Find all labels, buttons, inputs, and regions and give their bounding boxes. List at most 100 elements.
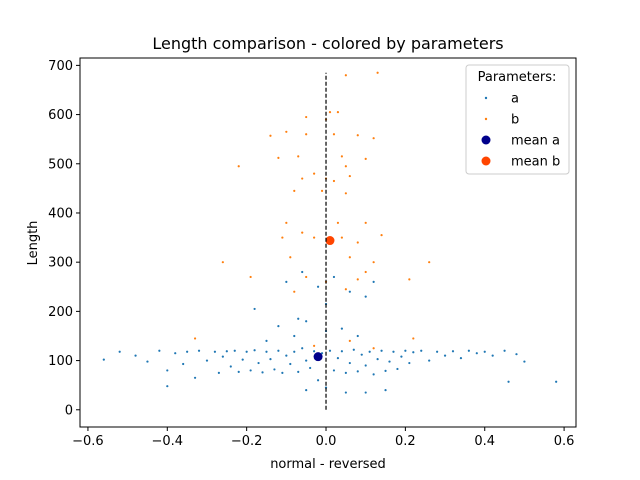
data-point-a-81 [364, 391, 367, 394]
data-point-a-4 [158, 349, 161, 352]
data-point-a-0 [102, 358, 105, 361]
data-point-b-48 [364, 270, 367, 274]
data-point-b-27 [285, 221, 288, 224]
data-point-b-36 [221, 261, 224, 264]
data-point-a-8 [186, 350, 189, 353]
data-point-b-32 [340, 236, 343, 239]
data-point-a-31 [289, 362, 292, 366]
data-point-b-3 [336, 111, 340, 114]
plot-frame [79, 57, 577, 428]
data-point-b-40 [428, 261, 431, 264]
data-point-a-70 [475, 352, 478, 355]
data-point-b-53 [372, 347, 375, 350]
data-point-a-88 [356, 334, 359, 338]
data-point-a-41 [328, 349, 332, 352]
data-point-a-51 [368, 350, 371, 353]
data-point-a-91 [285, 280, 288, 283]
data-point-a-5 [166, 369, 169, 372]
data-point-a-32 [293, 350, 296, 353]
data-point-a-73 [503, 349, 506, 352]
data-point-b-17 [344, 165, 347, 168]
data-point-a-12 [213, 350, 217, 353]
data-point-b-41 [249, 275, 252, 279]
legend: Parameters: ab mean a mean b [465, 64, 570, 175]
data-point-a-56 [388, 360, 391, 363]
data-point-b-13 [297, 155, 300, 158]
data-point-b-19 [313, 172, 316, 175]
legend-marker-b [484, 117, 488, 121]
data-point-b-1 [344, 74, 347, 77]
data-point-a-45 [344, 371, 347, 374]
data-point-a-68 [459, 357, 463, 360]
data-point-a-37 [313, 350, 316, 353]
data-point-a-24 [261, 371, 264, 374]
data-point-b-35 [380, 234, 383, 237]
data-point-a-22 [253, 349, 256, 352]
legend-frame [465, 64, 570, 175]
y-tick-label-0: 0 [65, 403, 73, 418]
legend-label-b: b [511, 113, 519, 128]
data-point-a-17 [233, 349, 236, 352]
data-point-a-46 [348, 361, 351, 365]
x-tick-label-1: −0.4 [152, 434, 184, 449]
data-point-a-35 [305, 359, 308, 362]
data-point-b-2 [328, 111, 332, 114]
data-point-a-50 [364, 364, 367, 367]
data-point-b-29 [301, 231, 304, 234]
data-point-a-21 [249, 369, 252, 372]
mean-marker-mean-a-0 [313, 352, 323, 362]
y-tick-label-3: 300 [48, 256, 73, 271]
x-tick-label-3: 0.0 [316, 434, 337, 449]
data-point-a-28 [277, 349, 280, 352]
data-point-a-19 [241, 358, 244, 361]
data-point-a-93 [316, 285, 320, 288]
data-point-a-90 [265, 339, 268, 342]
data-point-b-11 [269, 134, 272, 137]
data-point-a-52 [372, 373, 375, 376]
data-point-a-77 [555, 380, 558, 383]
data-point-a-23 [257, 361, 260, 365]
data-point-b-30 [313, 236, 316, 239]
data-point-b-47 [344, 288, 347, 291]
data-point-a-14 [221, 355, 224, 358]
data-point-a-97 [372, 280, 375, 283]
data-point-a-13 [217, 371, 220, 374]
data-point-a-59 [400, 355, 403, 358]
data-point-a-26 [269, 358, 272, 361]
data-point-a-10 [197, 349, 201, 352]
data-point-a-78 [166, 385, 169, 388]
data-point-a-34 [301, 347, 304, 350]
data-point-a-48 [356, 370, 359, 373]
data-point-a-33 [297, 370, 300, 373]
data-point-a-83 [277, 325, 280, 328]
x-tick-label-0: −0.6 [72, 434, 104, 449]
data-point-a-92 [301, 270, 304, 274]
data-point-a-16 [229, 365, 232, 368]
data-point-b-46 [293, 290, 296, 293]
data-point-a-53 [376, 358, 379, 361]
data-point-b-15 [364, 157, 367, 160]
legend-label-mean-b: mean b [511, 155, 560, 170]
x-tick-label-2: −0.2 [231, 434, 263, 449]
data-point-a-67 [451, 350, 455, 353]
data-point-b-39 [372, 261, 375, 264]
data-point-a-79 [305, 389, 308, 392]
data-point-a-3 [146, 360, 149, 363]
data-point-b-21 [348, 174, 351, 178]
legend-entries: ab mean a mean b [481, 92, 560, 170]
data-point-b-4 [305, 115, 308, 119]
y-axis-label: Length [26, 221, 41, 266]
data-point-a-63 [420, 349, 423, 352]
data-point-a-1 [118, 350, 121, 353]
x-ticks: −0.6 −0.4 −0.2 0.0 0.2 0.4 0.6 [72, 427, 574, 449]
data-point-b-22 [332, 179, 336, 183]
data-point-a-43 [336, 357, 340, 360]
data-point-a-38 [316, 379, 320, 382]
data-point-a-60 [404, 349, 407, 352]
data-point-a-36 [309, 366, 312, 370]
data-point-a-66 [443, 354, 447, 357]
legend-marker-mean-a [481, 135, 491, 145]
y-tick-label-7: 700 [48, 59, 73, 74]
legend-label-mean-a: mean a [511, 134, 560, 149]
data-point-b-51 [348, 339, 351, 342]
